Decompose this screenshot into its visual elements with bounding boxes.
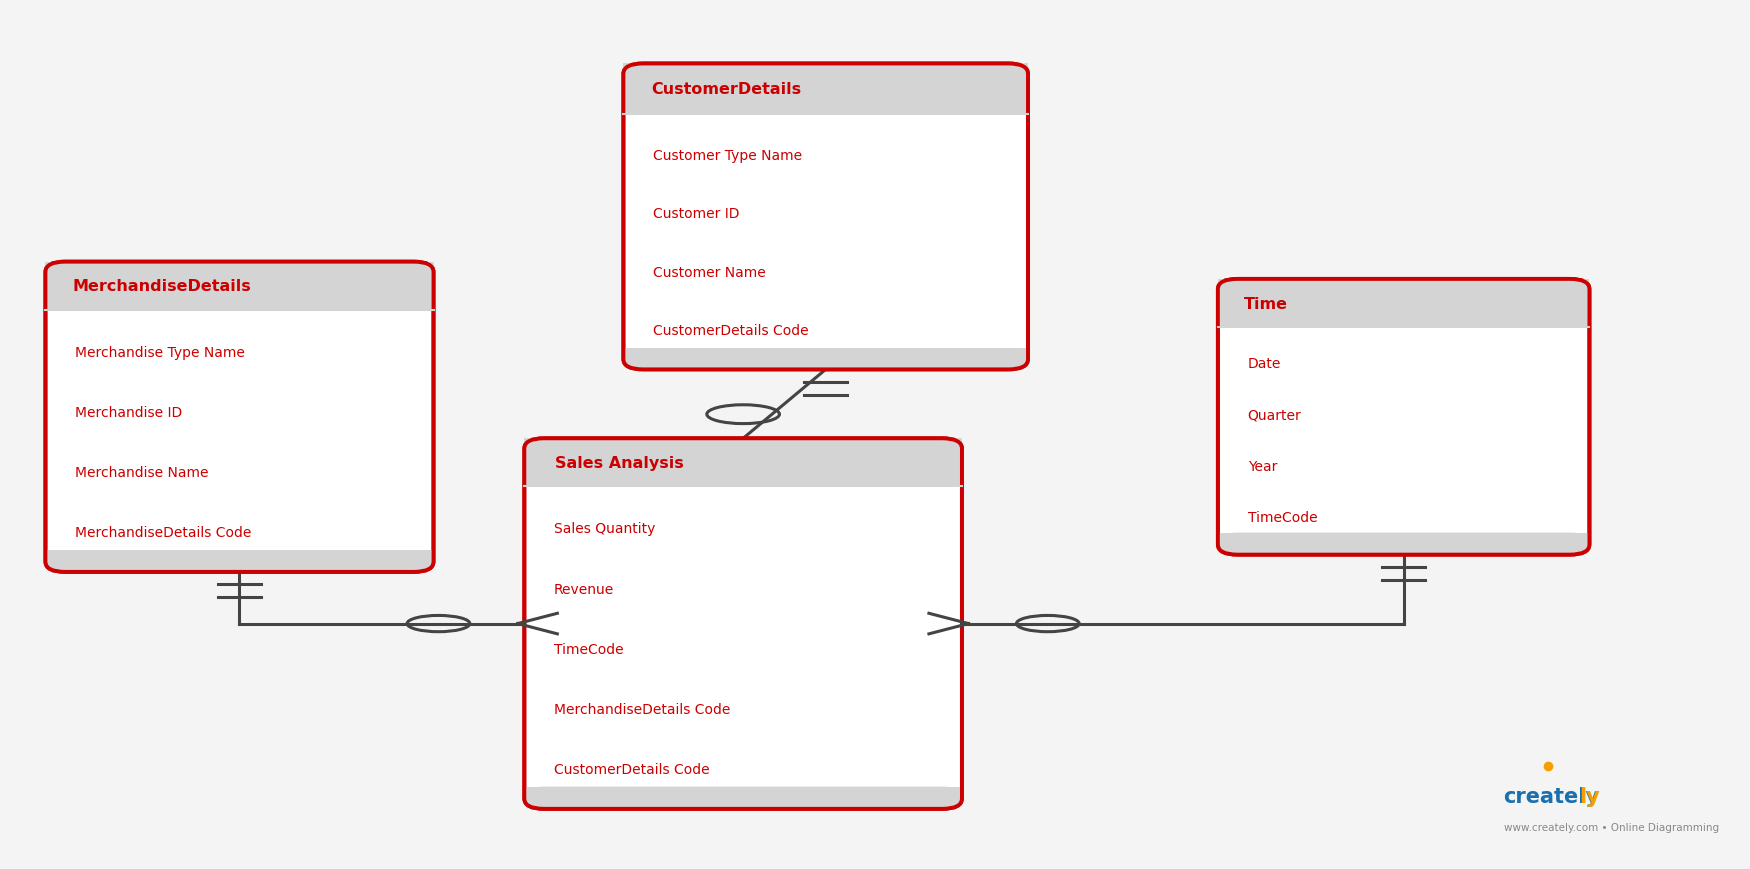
Text: Sales Quantity: Sales Quantity: [555, 522, 656, 536]
Text: TimeCode: TimeCode: [555, 642, 623, 656]
Text: ly: ly: [1580, 786, 1600, 806]
Text: Quarter: Quarter: [1248, 408, 1302, 422]
Text: CustomerDetails Code: CustomerDetails Code: [555, 762, 710, 776]
Bar: [525, 439, 963, 487]
FancyBboxPatch shape: [46, 262, 434, 310]
Bar: [46, 287, 434, 310]
FancyBboxPatch shape: [46, 262, 434, 572]
Text: CustomerDetails: CustomerDetails: [651, 83, 802, 97]
Text: CustomerDetails Code: CustomerDetails Code: [653, 324, 808, 338]
FancyBboxPatch shape: [46, 551, 434, 572]
Text: Sales Analysis: Sales Analysis: [555, 455, 684, 470]
Text: Merchandise ID: Merchandise ID: [75, 406, 182, 420]
FancyBboxPatch shape: [1218, 280, 1589, 328]
Bar: [623, 64, 1027, 115]
Text: Customer Name: Customer Name: [653, 266, 766, 280]
FancyBboxPatch shape: [525, 439, 963, 809]
Bar: [46, 262, 434, 310]
FancyBboxPatch shape: [1218, 280, 1589, 555]
Bar: [46, 551, 434, 563]
Bar: [623, 348, 1027, 362]
Text: Customer ID: Customer ID: [653, 207, 740, 221]
FancyBboxPatch shape: [1218, 533, 1589, 555]
Text: Merchandise Type Name: Merchandise Type Name: [75, 345, 245, 360]
FancyBboxPatch shape: [623, 64, 1027, 115]
Text: Revenue: Revenue: [555, 582, 614, 596]
FancyBboxPatch shape: [623, 64, 1027, 370]
Bar: [1218, 303, 1589, 328]
Bar: [623, 90, 1027, 115]
Text: Customer Type Name: Customer Type Name: [653, 149, 802, 163]
Text: Time: Time: [1244, 296, 1288, 311]
Text: Date: Date: [1248, 356, 1281, 371]
Text: Year: Year: [1248, 460, 1278, 474]
FancyBboxPatch shape: [525, 786, 963, 809]
Bar: [1218, 533, 1589, 547]
Text: MerchandiseDetails Code: MerchandiseDetails Code: [75, 526, 252, 540]
FancyBboxPatch shape: [525, 439, 963, 487]
Text: Merchandise Name: Merchandise Name: [75, 466, 208, 480]
Bar: [525, 786, 963, 800]
Bar: [1218, 280, 1589, 328]
Bar: [525, 463, 963, 487]
FancyBboxPatch shape: [623, 348, 1027, 370]
Text: TimeCode: TimeCode: [1248, 511, 1318, 525]
Text: MerchandiseDetails Code: MerchandiseDetails Code: [555, 702, 730, 716]
Text: creately: creately: [1503, 786, 1600, 806]
Text: www.creately.com • Online Diagramming: www.creately.com • Online Diagramming: [1503, 822, 1718, 833]
Text: MerchandiseDetails: MerchandiseDetails: [72, 279, 252, 294]
